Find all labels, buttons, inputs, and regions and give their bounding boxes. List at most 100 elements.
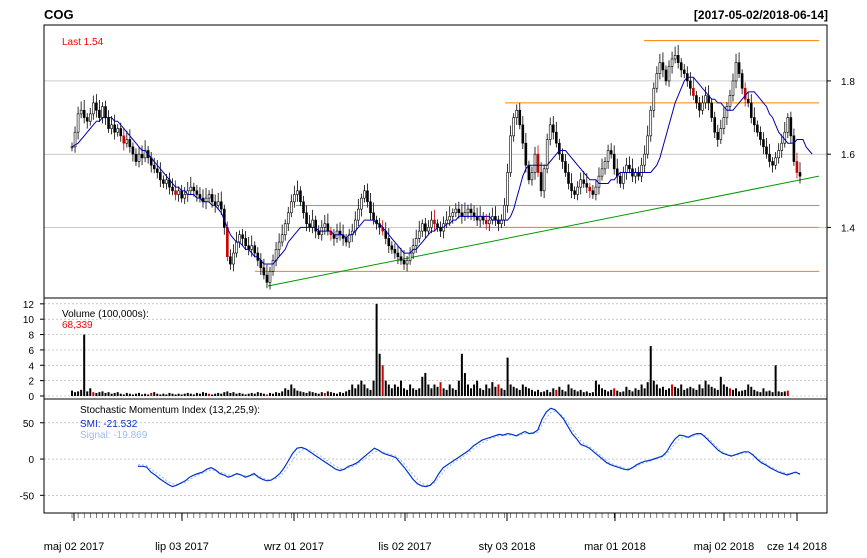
volume-bar — [366, 388, 369, 396]
volume-bar — [275, 392, 278, 396]
smi-value-label: SMI: -21.532 — [80, 419, 138, 430]
volume-bar — [138, 392, 141, 396]
candle-body — [555, 131, 558, 144]
date-range: [2017-05-02/2018-06-14] — [694, 8, 828, 22]
price-candle — [551, 116, 555, 140]
price-candle — [558, 138, 561, 161]
candle-body — [314, 219, 317, 232]
price-candle — [128, 129, 132, 153]
volume-bar — [771, 392, 774, 396]
candle-body — [585, 183, 589, 188]
price-candle — [229, 249, 232, 270]
candle-body — [762, 139, 765, 148]
candle-body — [710, 102, 713, 118]
volume-bar — [637, 389, 640, 396]
volume-bar — [549, 392, 552, 396]
volume-bar — [128, 393, 131, 396]
volume-bar — [735, 388, 738, 396]
price-candle — [795, 152, 799, 179]
volume-bar — [686, 388, 689, 396]
volume-bar — [125, 392, 128, 396]
volume-bar — [205, 392, 208, 396]
candle-body — [183, 194, 187, 199]
price-candle — [670, 51, 674, 74]
volume-bar — [372, 380, 375, 396]
candle-body — [561, 153, 564, 162]
candle-body — [353, 219, 357, 232]
symbol-title: COG — [44, 7, 74, 22]
candle-body — [73, 131, 77, 148]
volume-bar — [582, 392, 585, 396]
volume-bar — [104, 392, 107, 396]
candle-body — [597, 175, 601, 188]
candle-body — [85, 117, 89, 122]
volume-bar — [750, 386, 753, 396]
price-axis: 1.4 1.6 1.8 — [827, 77, 855, 234]
candle-body — [286, 212, 290, 225]
volume-bar — [725, 386, 728, 396]
candle-body — [481, 216, 485, 221]
candle-body — [640, 164, 643, 177]
price-candle — [177, 186, 180, 202]
price-candle — [286, 206, 290, 232]
candle-body — [500, 219, 503, 225]
price-candle — [293, 185, 296, 208]
price-candle — [780, 134, 784, 158]
price-candle — [524, 132, 528, 173]
candle-body — [457, 208, 461, 214]
candle-body — [226, 227, 229, 258]
volume-bar — [259, 392, 262, 396]
candle-body — [494, 216, 497, 221]
candle-body — [536, 153, 540, 173]
volume-tick-label: 6 — [28, 346, 34, 357]
candle-body — [716, 131, 720, 140]
volume-bar — [546, 389, 549, 396]
price-candle — [137, 146, 141, 168]
candle-body — [582, 179, 586, 184]
price-candle — [695, 91, 698, 109]
price-candle — [689, 72, 692, 96]
volume-bar — [607, 391, 610, 396]
candle-body — [177, 190, 180, 195]
price-candle — [95, 94, 98, 118]
volume-bar — [704, 380, 707, 396]
candle-body — [113, 124, 116, 133]
candle-body — [399, 256, 403, 261]
price-candle — [789, 111, 793, 144]
volume-bar — [570, 388, 573, 396]
candle-body — [625, 164, 628, 173]
price-candle — [533, 146, 537, 180]
price-candle — [232, 244, 235, 272]
price-candle — [506, 163, 509, 213]
volume-bar — [683, 389, 686, 396]
volume-bar — [165, 394, 168, 396]
candle-body — [134, 153, 138, 162]
volume-bar — [302, 392, 305, 396]
price-candle — [283, 219, 287, 241]
candle-body — [360, 197, 363, 210]
candle-body — [728, 95, 732, 107]
candle-body — [698, 102, 701, 111]
last-price-label: Last 1.54 — [62, 37, 104, 48]
price-candle — [759, 126, 762, 146]
price-candle — [777, 143, 780, 164]
volume-bar — [500, 388, 503, 396]
volume-bar — [664, 389, 667, 396]
volume-bar — [110, 393, 113, 396]
candle-body — [265, 274, 269, 283]
volume-bar — [442, 388, 445, 396]
candle-body — [427, 227, 430, 232]
candle-body — [98, 109, 101, 118]
candle-body — [469, 208, 473, 214]
price-candle — [749, 94, 753, 124]
price-candle — [207, 190, 211, 203]
price-candle — [280, 224, 284, 247]
price-candle — [679, 58, 683, 78]
volume-bar — [360, 380, 363, 396]
volume-bar — [217, 392, 220, 396]
price-candle — [740, 69, 744, 95]
volume-bar — [695, 389, 698, 396]
price-candle — [618, 171, 622, 188]
volume-bar — [332, 392, 335, 396]
candle-body — [366, 190, 369, 203]
